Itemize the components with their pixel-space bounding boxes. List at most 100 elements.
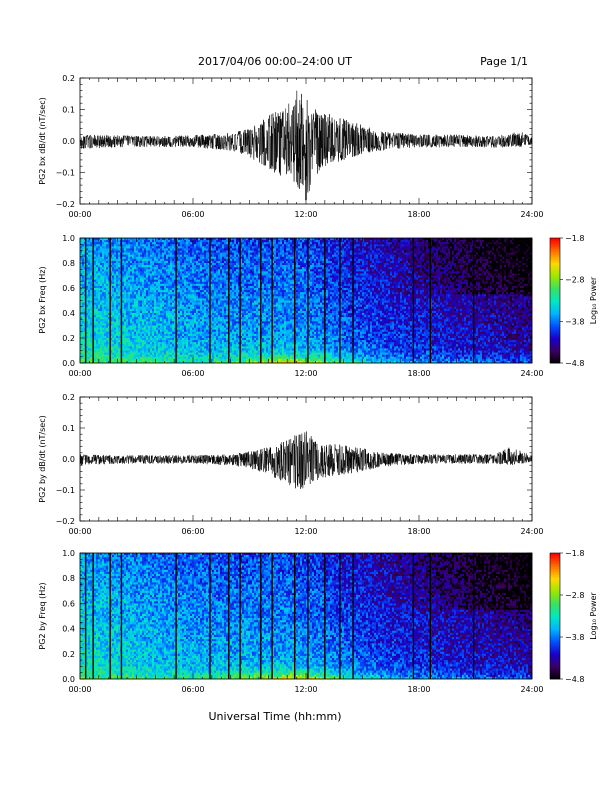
spectrogram-cell: [184, 311, 186, 313]
spectrogram-cell: [94, 357, 96, 359]
spectrogram-cell: [96, 313, 98, 315]
spectrogram-cell: [112, 346, 114, 348]
spectrogram-cell: [154, 273, 156, 275]
spectrogram-cell: [138, 315, 140, 317]
spectrogram-cell: [168, 278, 170, 280]
spectrogram-cell: [96, 342, 98, 344]
spectrogram-cell: [182, 242, 184, 244]
spectrogram-cell: [216, 340, 218, 342]
spectrogram-cell: [156, 328, 158, 330]
spectrogram-cell: [102, 282, 104, 284]
spectrogram-cell: [104, 317, 106, 319]
spectrogram-cell: [166, 251, 168, 253]
spectrogram-cell: [196, 326, 198, 328]
spectrogram-cell: [150, 313, 152, 315]
spectrogram-cell: [200, 313, 202, 315]
spectrogram-cell: [234, 326, 236, 328]
spectrogram-cell: [230, 353, 232, 355]
spectrogram-cell: [146, 315, 148, 317]
spectrogram-cell: [200, 340, 202, 342]
spectrogram-cell: [136, 248, 138, 250]
spectrogram-cell: [136, 269, 138, 271]
spectrogram-cell: [138, 292, 140, 294]
spectrogram-cell: [212, 323, 214, 325]
spectrogram-cell: [104, 326, 106, 328]
spectrogram-cell: [112, 298, 114, 300]
spectrogram-cell: [170, 303, 172, 305]
spectrogram-cell: [126, 267, 128, 269]
spectrogram-cell: [98, 265, 100, 267]
spectrogram-cell: [146, 273, 148, 275]
spectrogram-cell: [200, 296, 202, 298]
spectrogram-cell: [166, 296, 168, 298]
spectrogram-cell: [98, 267, 100, 269]
spectrogram-cell: [96, 259, 98, 261]
spectrogram-cell: [154, 330, 156, 332]
spectrogram-cell: [100, 357, 102, 359]
spectrogram-cell: [198, 290, 200, 292]
spectrogram-cell: [140, 336, 142, 338]
spectrogram-cell: [90, 294, 92, 296]
spectrogram-cell: [170, 276, 172, 278]
spectrogram-cell: [90, 326, 92, 328]
spectrogram-cell: [206, 344, 208, 346]
spectrogram-cell: [128, 348, 130, 350]
spectrogram-cell: [178, 355, 180, 357]
spectrogram-cell: [178, 253, 180, 255]
spectrogram-cell: [184, 259, 186, 261]
spectrogram-cell: [106, 298, 108, 300]
spectrogram-cell: [146, 344, 148, 346]
spectrogram-cell: [206, 284, 208, 286]
spectrogram-cell: [226, 342, 228, 344]
spectrogram-cell: [88, 344, 90, 346]
spectrogram-cell: [154, 319, 156, 321]
spectrogram-cell: [150, 276, 152, 278]
spectrogram-cell: [100, 344, 102, 346]
spectrogram-cell: [98, 242, 100, 244]
spectrogram-cell: [96, 309, 98, 311]
spectrogram-cell: [94, 321, 96, 323]
spectrogram-cell: [116, 292, 118, 294]
spectrogram-cell: [124, 255, 126, 257]
spectrogram-cell: [192, 271, 194, 273]
spectrogram-cell: [158, 276, 160, 278]
spectrogram-cell: [234, 336, 236, 338]
spectrogram-cell: [186, 253, 188, 255]
spectrogram-cell: [168, 311, 170, 313]
spectrogram-cell: [124, 263, 126, 265]
spectrogram-cell: [126, 288, 128, 290]
spectrogram-cell: [216, 267, 218, 269]
spectrogram-cell: [200, 246, 202, 248]
spectrogram-cell: [164, 359, 166, 361]
spectrogram-cell: [188, 357, 190, 359]
spectrogram-cell: [166, 355, 168, 357]
spectrogram-cell: [116, 319, 118, 321]
spectrogram-cell: [222, 351, 224, 353]
spectrogram-cell: [96, 321, 98, 323]
spectrogram-cell: [220, 334, 222, 336]
spectrogram-cell: [222, 278, 224, 280]
spectrogram-cell: [116, 282, 118, 284]
spectrogram-cell: [180, 313, 182, 315]
spectrogram-cell: [196, 265, 198, 267]
spectrogram-cell: [106, 334, 108, 336]
spectrogram-cell: [126, 257, 128, 259]
spectrogram-cell: [106, 261, 108, 263]
spectrogram-cell: [182, 288, 184, 290]
spectrogram-cell: [140, 276, 142, 278]
spectrogram-cell: [214, 357, 216, 359]
spectrogram-cell: [160, 267, 162, 269]
spectrogram-cell: [186, 344, 188, 346]
spectrogram-cell: [184, 315, 186, 317]
spectrogram-cell: [122, 305, 124, 307]
spectrogram-cell: [158, 342, 160, 344]
spectrogram-cell: [166, 259, 168, 261]
spectrogram-cell: [200, 305, 202, 307]
spectrogram-cell: [222, 303, 224, 305]
spectrogram-cell: [234, 255, 236, 257]
spectrogram-cell: [188, 271, 190, 273]
spectrogram-cell: [102, 248, 104, 250]
spectrogram-cell: [234, 276, 236, 278]
spectrogram-cell: [214, 359, 216, 361]
spectrogram-cell: [142, 323, 144, 325]
